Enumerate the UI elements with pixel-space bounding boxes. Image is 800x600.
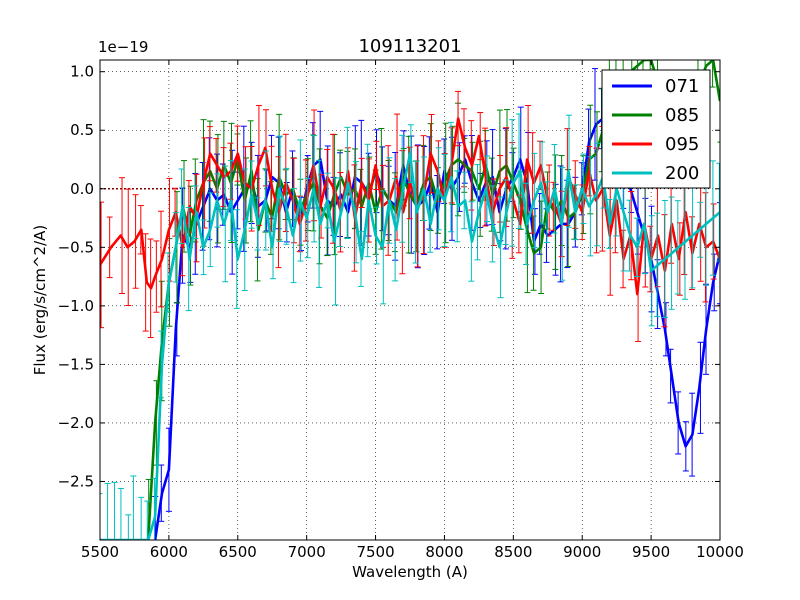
x-tick-label: 7500 [356,543,394,561]
y-tick-label: 0.5 [70,121,94,139]
x-tick-label: 6000 [150,543,188,561]
y-tick-label: −2.5 [58,472,94,490]
x-tick-label: 9000 [563,543,601,561]
y-offset-text: 1e−19 [98,38,148,56]
x-tick-label: 8500 [494,543,532,561]
legend-label-085: 085 [665,105,699,126]
x-tick-label: 9500 [632,543,670,561]
x-tick-label: 10000 [696,543,744,561]
x-tick-label: 6500 [219,543,257,561]
axes-frame [99,59,721,541]
chart-title: 109113201 [358,36,461,57]
y-tick-label: −1.0 [58,297,94,315]
x-axis-label: Wavelength (A) [352,563,468,581]
y-axis-label: Flux (erg/s/cm^2/A) [31,225,49,376]
axis-ticks: 5500 6000 6500 7000 7500 8000 8500 9000 9500 1000… [58,60,744,561]
y-tick-label: −2.0 [58,414,94,432]
series-200 [100,113,720,540]
x-tick-label: 5500 [81,543,119,561]
x-tick-label: 7000 [288,543,326,561]
y-tick-label: 1.0 [70,63,94,81]
legend-label-095: 095 [665,134,699,155]
legend-box [601,69,711,189]
series-line-200 [100,152,720,540]
y-tick-label: 0.0 [70,180,94,198]
legend-label-200: 200 [665,163,699,184]
y-tick-label: −1.5 [58,355,94,373]
legend-label-071: 071 [665,76,699,97]
y-tick-label: −0.5 [58,238,94,256]
legend: 071 085 095 200 [601,69,711,189]
x-tick-label: 8000 [425,543,463,561]
